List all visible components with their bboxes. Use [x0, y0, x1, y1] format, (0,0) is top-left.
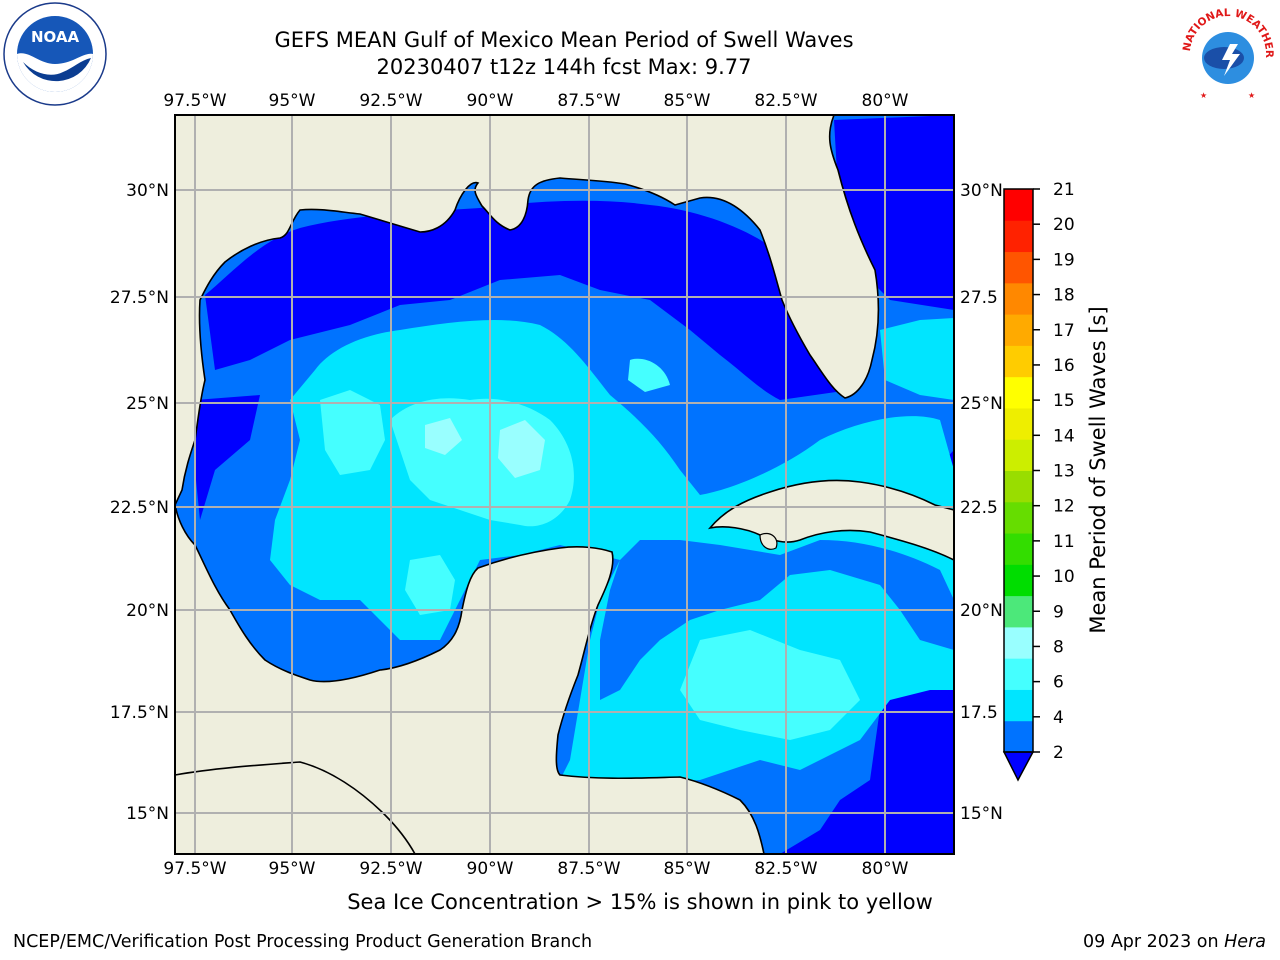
lon-tick-label: 82.5°W [754, 859, 817, 879]
map-frame [174, 114, 955, 855]
sea-ice-footnote: Sea Ice Concentration > 15% is shown in … [347, 890, 933, 914]
colorbar-tick-label: 18 [1053, 286, 1075, 306]
swell-period-8-9 [425, 418, 545, 478]
colorbar-tick-label: 4 [1053, 708, 1064, 728]
colorbar-band [1004, 720, 1033, 753]
colorbar-band [1004, 345, 1033, 378]
colorbar-tick-label: 9 [1053, 602, 1064, 622]
lon-tick-label: 82.5°W [754, 91, 817, 111]
colorbar-tick-label: 13 [1053, 462, 1075, 482]
lon-tick-label: 80°W [862, 859, 909, 879]
land-yucatan-islands [759, 532, 778, 550]
colorbar-band [1004, 314, 1033, 346]
colorbar-under-triangle [1002, 751, 1035, 782]
footer-credit: NCEP/EMC/Verification Post Processing Pr… [13, 932, 593, 952]
svg-text:NOAA: NOAA [31, 28, 80, 46]
footer-date-text: 09 Apr 2023 on [1083, 932, 1225, 952]
lat-tick-label: 30°N [126, 181, 169, 201]
lat-ticks-left: 30°N 27.5°N 25°N 22.5°N 20°N 17.5°N 15°N [110, 181, 169, 824]
lon-tick-label: 92.5°W [359, 91, 422, 111]
colorbar-band [1004, 501, 1033, 534]
lat-ticks-right: 30°N 27.5 25°N 22.5 20°N 17.5 15°N [960, 181, 1003, 824]
lat-tick-label: 15°N [126, 804, 169, 824]
colorbar-band [1004, 376, 1033, 409]
colorbar-tick-label: 2 [1053, 743, 1064, 763]
lat-tick-label: 17.5°N [110, 703, 169, 723]
colorbar-tick-label: 6 [1053, 673, 1064, 693]
lon-ticks-bottom: 97.5°W 95°W 92.5°W 90°W 87.5°W 85°W 82.5… [163, 859, 908, 879]
lat-tick-label: 22.5°N [110, 498, 169, 518]
colorbar-tick-label: 20 [1053, 215, 1075, 235]
lat-tick-label: 17.5 [960, 703, 998, 723]
lon-tick-label: 80°W [862, 91, 909, 111]
lon-tick-label: 92.5°W [359, 859, 422, 879]
lat-tick-label: 25°N [960, 394, 1003, 414]
svg-text:★: ★ [1248, 91, 1255, 100]
colorbar-tick-label: 16 [1053, 356, 1075, 376]
footer-host: Hera [1224, 932, 1266, 952]
colorbar-band [1004, 658, 1033, 690]
colorbar-band [1004, 251, 1033, 284]
lon-ticks-top: 97.5°W 95°W 92.5°W 90°W 87.5°W 85°W 82.5… [163, 91, 908, 111]
colorbar-band [1004, 407, 1033, 440]
lon-tick-label: 85°W [664, 91, 711, 111]
colorbar-tick-label: 10 [1053, 567, 1075, 587]
colorbar-band [1004, 689, 1033, 722]
colorbar-band [1004, 470, 1033, 503]
lon-tick-label: 87.5°W [557, 91, 620, 111]
lat-tick-label: 27.5°N [110, 288, 169, 308]
colorbar-band [1004, 439, 1033, 471]
colorbar-tick-label: 21 [1053, 180, 1075, 200]
colorbar-tick-label: 15 [1053, 391, 1075, 411]
lat-tick-label: 25°N [126, 394, 169, 414]
lon-tick-label: 95°W [269, 91, 316, 111]
colorbar-band [1004, 189, 1033, 221]
lon-tick-label: 97.5°W [163, 859, 226, 879]
colorbar-band [1004, 220, 1033, 253]
colorbar-tick-label: 8 [1053, 637, 1064, 657]
lat-tick-label: 20°N [960, 601, 1003, 621]
graticule [175, 115, 954, 854]
chart-subtitle: 20230407 t12z 144h fcst Max: 9.77 [376, 55, 752, 79]
colorbar-label: Mean Period of Swell Waves [s] [1086, 306, 1110, 633]
land-united-states [175, 115, 880, 506]
colorbar-tick-label: 14 [1053, 426, 1075, 446]
lat-tick-label: 22.5 [960, 498, 998, 518]
colorbar-tick-label: 12 [1053, 497, 1075, 517]
lon-tick-label: 87.5°W [557, 859, 620, 879]
colorbar-band [1004, 282, 1033, 315]
lon-tick-label: 85°W [664, 859, 711, 879]
lon-tick-label: 95°W [269, 859, 316, 879]
nws-logo: NATIONAL WEATHER SERVICE ★ ★ [1178, 4, 1276, 102]
lon-tick-label: 97.5°W [163, 91, 226, 111]
lat-tick-label: 27.5 [960, 288, 998, 308]
colorbar-tick-label: 17 [1053, 321, 1075, 341]
chart-title: GEFS MEAN Gulf of Mexico Mean Period of … [274, 28, 854, 52]
colorbar-band [1004, 564, 1033, 597]
colorbar-band [1004, 533, 1033, 565]
lon-tick-label: 90°W [467, 91, 514, 111]
footer-date: 09 Apr 2023 on Hera [1083, 932, 1266, 952]
noaa-logo: NOAA [3, 2, 107, 106]
lat-tick-label: 15°N [960, 804, 1003, 824]
svg-text:★: ★ [1200, 91, 1207, 100]
colorbar-tick-label: 11 [1053, 532, 1075, 552]
colorbar-band [1004, 595, 1033, 628]
lon-tick-label: 90°W [467, 859, 514, 879]
lat-tick-label: 30°N [960, 181, 1003, 201]
lat-tick-label: 20°N [126, 601, 169, 621]
colorbar-band [1004, 626, 1033, 659]
colorbar-tick-label: 19 [1053, 250, 1075, 270]
